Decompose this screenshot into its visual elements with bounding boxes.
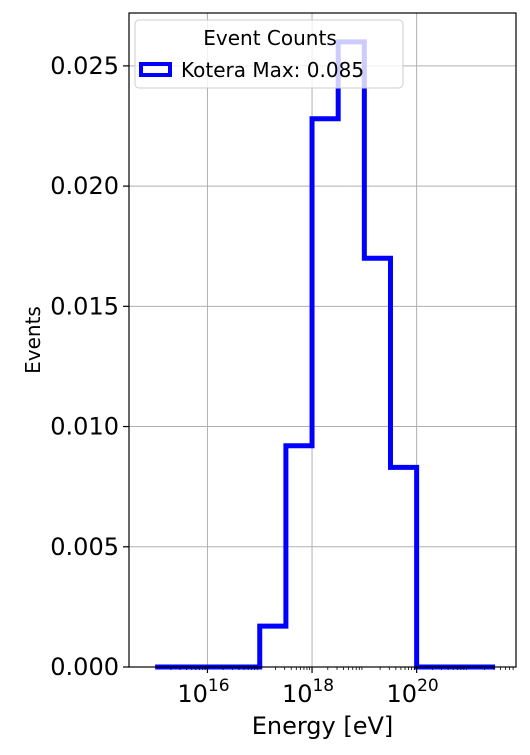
x-axis-title: Energy [eV] <box>252 712 394 740</box>
y-tick-label: 0.020 <box>50 172 119 200</box>
x-tick-label: 1016 <box>177 676 229 708</box>
legend-label: Kotera Max: 0.085 <box>181 58 364 82</box>
x-tick-exponent: 16 <box>208 676 230 696</box>
histogram-series-outline <box>155 39 496 670</box>
x-tick-base: 10 <box>387 680 418 708</box>
plot-frame <box>128 12 517 668</box>
x-tick-label: 1020 <box>387 676 439 708</box>
x-tick-exponent: 18 <box>312 676 334 696</box>
histogram-bin <box>312 119 338 667</box>
legend-swatch <box>139 62 172 77</box>
x-tick-base: 10 <box>177 680 208 708</box>
histogram-bin <box>338 42 364 667</box>
x-tick-exponent: 20 <box>417 676 439 696</box>
y-tick-label: 0.015 <box>50 292 119 320</box>
histogram-bin <box>364 258 390 667</box>
y-axis-title: Events <box>21 306 45 374</box>
x-tick-label: 1018 <box>282 676 334 708</box>
x-tick-base: 10 <box>282 680 313 708</box>
legend-box <box>134 19 404 89</box>
histogram-bin <box>390 467 416 667</box>
y-tick-label: 0.025 <box>50 52 119 80</box>
y-tick-label: 0.000 <box>50 653 119 681</box>
legend: Event Counts Kotera Max: 0.085 <box>134 19 404 89</box>
histogram-bin <box>286 446 312 667</box>
histogram-bin <box>260 626 286 667</box>
grid <box>129 13 516 668</box>
legend-title: Event Counts <box>203 26 336 50</box>
y-tick-label: 0.010 <box>50 413 119 441</box>
data-layer <box>155 39 496 670</box>
y-tick-label: 0.005 <box>50 533 119 561</box>
